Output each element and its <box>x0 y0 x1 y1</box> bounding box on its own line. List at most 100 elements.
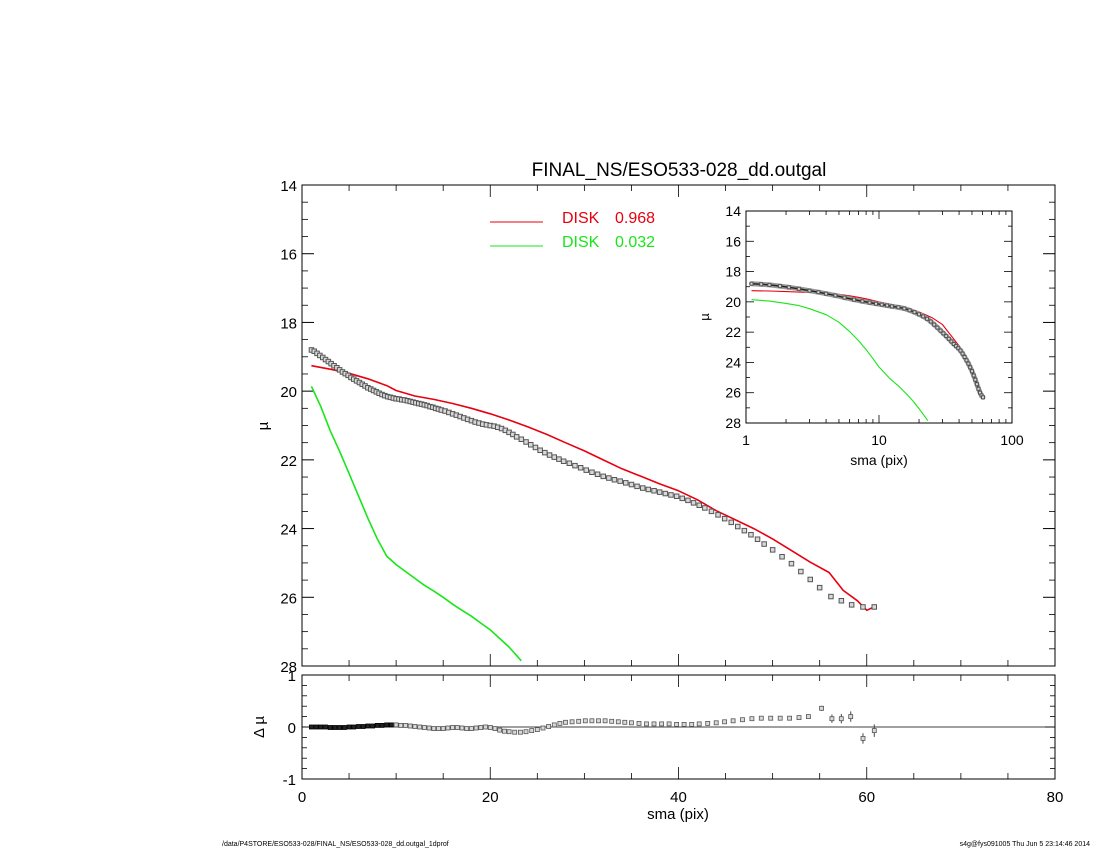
residual-point <box>551 722 557 728</box>
residual-point <box>431 726 437 731</box>
data-point-inset <box>941 331 946 336</box>
residual-point <box>696 721 702 727</box>
data-point-main <box>871 604 877 610</box>
inset-y-tick-label: 28 <box>725 415 741 431</box>
data-point-main <box>532 444 539 451</box>
data-point-main <box>673 493 680 499</box>
data-point-main <box>651 488 657 494</box>
residual-x-tick-label: 40 <box>670 789 687 806</box>
data-point-inset <box>917 312 921 317</box>
data-point-main <box>798 568 804 575</box>
legend-value-disk2: 0.032 <box>615 234 655 251</box>
inset-y-ticks: 14 16 18 20 22 24 26 28 <box>725 203 1012 431</box>
data-point-main <box>848 602 855 608</box>
residual-point <box>730 718 736 724</box>
residual-point <box>749 716 755 722</box>
residual-point <box>360 724 366 729</box>
main-y-tick-label: 22 <box>280 453 297 470</box>
data-point-main <box>523 439 529 445</box>
residual-point <box>582 718 588 724</box>
data-point-inset <box>928 319 933 324</box>
inset-background <box>746 211 1012 423</box>
footer-file-path: /data/P4STORE/ESO533-028/FINAL_NS/ESO533… <box>222 841 449 848</box>
main-title: FINAL_NS/ESO533-028_dd.outgal <box>532 160 827 181</box>
residual-point <box>758 715 764 721</box>
legend: DISK 0.968 DISK 0.032 <box>490 210 655 251</box>
data-point-main <box>728 519 734 526</box>
residual-point <box>806 714 811 719</box>
data-point-main <box>662 490 669 497</box>
main-y-tick-label: 18 <box>280 315 297 332</box>
main-y-tick-label: 14 <box>280 178 297 195</box>
data-point-main <box>537 447 543 453</box>
residual-x-tick-label: 80 <box>1047 789 1064 806</box>
data-point-inset <box>921 314 926 319</box>
residual-point <box>576 718 582 724</box>
residual-point <box>589 718 595 724</box>
data-point-main <box>556 456 562 462</box>
residual-point <box>557 721 563 726</box>
data-point-main <box>656 489 663 495</box>
data-point-inset <box>938 328 943 333</box>
residual-point <box>609 718 615 724</box>
residual-x-ticks: 0 20 40 60 80 <box>298 675 1064 806</box>
inset-y-tick-label: 24 <box>725 354 741 370</box>
data-point-main <box>708 508 715 515</box>
disk2-line-main <box>310 385 522 662</box>
residual-error-bars <box>819 705 877 744</box>
residual-point <box>787 715 792 721</box>
residual-point <box>308 724 314 730</box>
inset-y-tick-label: 14 <box>725 203 741 219</box>
data-point-inset <box>816 290 821 295</box>
data-point-main <box>788 560 795 567</box>
inset-x-tick-label: 1 <box>742 432 750 448</box>
residual-point <box>407 723 413 729</box>
residual-point <box>512 729 518 735</box>
disk1-curve-main <box>311 364 877 612</box>
main-y-ticks: 14 16 18 20 22 24 26 28 <box>280 178 1055 676</box>
residual-point <box>713 720 719 726</box>
data-point-main <box>679 495 685 502</box>
residual-point <box>740 717 745 723</box>
residual-x-tick-label: 60 <box>858 789 875 806</box>
main-y-tick-label: 24 <box>280 522 297 539</box>
residual-point <box>546 724 551 729</box>
residual-point <box>318 724 324 730</box>
residual-point <box>622 719 628 725</box>
residual-point <box>529 728 535 733</box>
data-point-inset <box>925 316 930 321</box>
data-point-main <box>741 527 748 534</box>
data-point-inset <box>833 293 838 298</box>
residual-point <box>323 724 328 730</box>
data-point-main <box>583 467 589 473</box>
residual-point <box>796 715 802 720</box>
residual-point <box>569 719 575 725</box>
residual-point <box>563 719 568 725</box>
residual-point <box>412 724 418 729</box>
main-y-tick-label: 26 <box>280 590 297 607</box>
inset-x-axis-label: sma (pix) <box>850 452 908 468</box>
residual-point <box>501 728 507 734</box>
data-point-main <box>589 469 595 475</box>
data-point-inset <box>949 339 954 344</box>
residual-point <box>523 729 529 735</box>
data-point-inset <box>976 386 981 391</box>
data-point-inset <box>860 299 865 304</box>
data-points-inset <box>749 281 986 400</box>
residual-y-tick-label: 1 <box>288 668 296 685</box>
inset-x-tick-label: 100 <box>1000 432 1024 448</box>
residual-point <box>445 725 451 731</box>
residual-point <box>777 715 783 721</box>
inset-y-tick-label: 26 <box>725 385 741 401</box>
residual-point <box>629 720 634 726</box>
residual-point <box>379 723 385 728</box>
data-point-inset <box>852 297 857 302</box>
data-points-main <box>308 347 877 610</box>
data-point-main <box>645 486 652 493</box>
residual-point <box>388 722 394 728</box>
disk1-line-main <box>311 364 877 612</box>
residual-point <box>426 725 432 731</box>
residual-point <box>722 719 727 725</box>
residual-y-ticks: -1 0 1 <box>283 668 1055 789</box>
residual-point <box>351 724 357 730</box>
